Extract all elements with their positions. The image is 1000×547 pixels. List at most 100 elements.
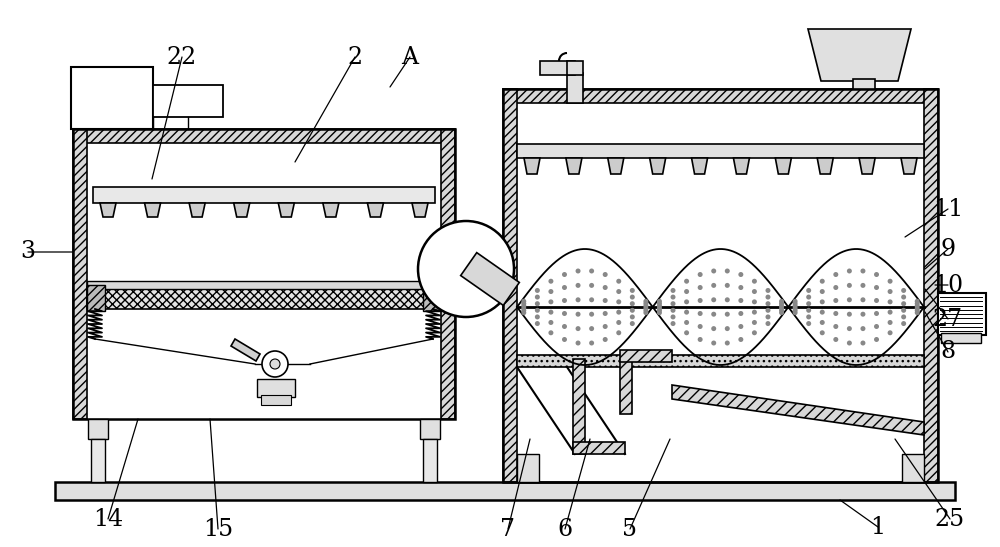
Bar — [257, 379, 295, 397]
Circle shape — [684, 310, 689, 315]
Bar — [423, 439, 437, 482]
Circle shape — [833, 337, 838, 342]
Polygon shape — [901, 158, 917, 174]
Circle shape — [765, 321, 770, 326]
Circle shape — [630, 308, 635, 313]
Circle shape — [521, 304, 526, 309]
Circle shape — [806, 308, 811, 313]
Circle shape — [657, 306, 662, 311]
Circle shape — [779, 299, 784, 304]
Circle shape — [806, 301, 811, 306]
Circle shape — [262, 351, 288, 377]
Text: 14: 14 — [93, 508, 123, 531]
Circle shape — [562, 311, 567, 316]
Polygon shape — [412, 203, 428, 217]
Circle shape — [521, 308, 526, 313]
Circle shape — [589, 298, 594, 302]
Text: 9: 9 — [940, 237, 956, 260]
Bar — [517, 144, 924, 158]
Circle shape — [820, 310, 825, 315]
Circle shape — [738, 298, 743, 303]
Circle shape — [779, 301, 784, 306]
Circle shape — [657, 301, 662, 306]
Circle shape — [765, 288, 770, 293]
Circle shape — [915, 301, 920, 306]
Circle shape — [738, 324, 743, 329]
Circle shape — [874, 285, 879, 290]
Circle shape — [603, 298, 608, 303]
Circle shape — [874, 324, 879, 329]
Circle shape — [847, 312, 852, 317]
Bar — [261, 395, 291, 405]
Circle shape — [901, 295, 906, 300]
Circle shape — [548, 299, 553, 304]
Text: 8: 8 — [940, 340, 956, 364]
Text: 10: 10 — [933, 274, 963, 296]
Text: 22: 22 — [167, 45, 197, 68]
Circle shape — [535, 288, 540, 293]
Circle shape — [806, 315, 811, 319]
Bar — [55, 482, 955, 500]
Bar — [87, 281, 441, 289]
Text: A: A — [402, 45, 418, 68]
Circle shape — [725, 341, 730, 346]
Circle shape — [643, 310, 648, 315]
Circle shape — [793, 310, 798, 315]
Circle shape — [860, 326, 865, 331]
Circle shape — [847, 298, 852, 302]
Polygon shape — [367, 203, 383, 217]
Polygon shape — [566, 158, 582, 174]
Circle shape — [589, 269, 594, 274]
Circle shape — [562, 285, 567, 290]
Text: 2: 2 — [347, 45, 363, 68]
Circle shape — [521, 301, 526, 306]
Circle shape — [725, 312, 730, 317]
Circle shape — [820, 299, 825, 304]
Bar — [567, 73, 583, 103]
Polygon shape — [145, 203, 161, 217]
Circle shape — [779, 310, 784, 315]
Circle shape — [915, 299, 920, 304]
Circle shape — [847, 283, 852, 288]
Circle shape — [576, 312, 581, 317]
Circle shape — [698, 337, 703, 342]
Circle shape — [576, 341, 581, 346]
Bar — [93, 187, 435, 203]
Circle shape — [847, 341, 852, 346]
Bar — [620, 359, 632, 414]
Circle shape — [684, 320, 689, 325]
Circle shape — [657, 299, 662, 304]
Circle shape — [630, 295, 635, 300]
Polygon shape — [278, 203, 294, 217]
Text: 11: 11 — [933, 197, 963, 220]
Text: 7: 7 — [501, 517, 516, 540]
Circle shape — [548, 289, 553, 294]
Bar — [71, 67, 153, 129]
Circle shape — [711, 298, 716, 302]
Circle shape — [888, 279, 893, 284]
Circle shape — [874, 337, 879, 342]
Circle shape — [765, 308, 770, 313]
Circle shape — [738, 272, 743, 277]
Circle shape — [548, 279, 553, 284]
Circle shape — [603, 285, 608, 290]
Circle shape — [725, 326, 730, 331]
Bar — [517, 355, 924, 367]
Circle shape — [738, 285, 743, 290]
Polygon shape — [692, 158, 708, 174]
Circle shape — [630, 315, 635, 319]
Circle shape — [270, 359, 280, 369]
Polygon shape — [672, 385, 924, 435]
Circle shape — [589, 341, 594, 346]
Circle shape — [711, 326, 716, 331]
Circle shape — [833, 311, 838, 316]
Circle shape — [901, 315, 906, 319]
Circle shape — [793, 308, 798, 313]
Bar — [423, 285, 441, 311]
Circle shape — [901, 321, 906, 326]
Bar — [420, 419, 440, 439]
Circle shape — [711, 283, 716, 288]
Circle shape — [671, 288, 676, 293]
Circle shape — [535, 295, 540, 300]
Circle shape — [603, 311, 608, 316]
